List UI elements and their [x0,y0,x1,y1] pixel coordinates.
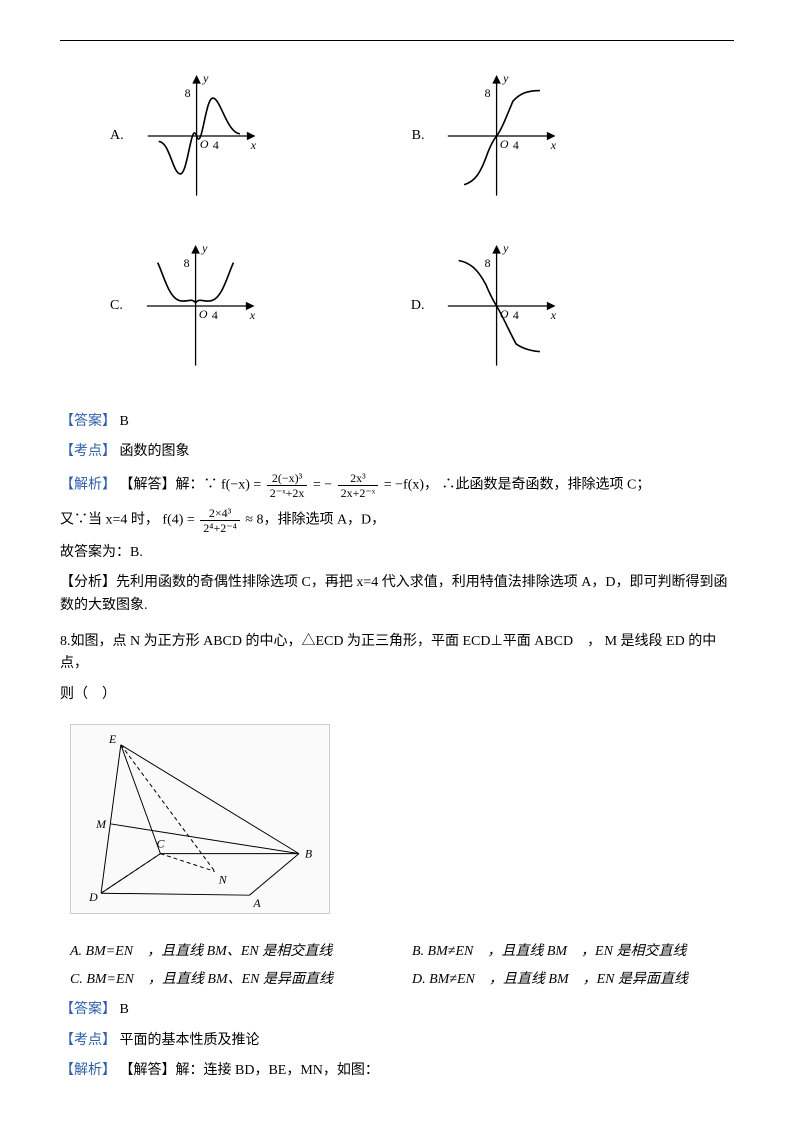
graph-svg-d: x y O 8 4 [432,241,572,371]
formula-fx: f(−x) = [221,478,261,493]
svg-text:y: y [201,241,208,255]
solution-label: 【解答】解：∵ [120,478,218,493]
svg-text:M: M [95,817,107,831]
solution-line-1: 【解析】 【解答】解：∵ f(−x) = 2(−x)³ 2⁻ˣ+2x = − 2… [60,472,734,499]
q8-answer-prefix: 【答案】 [60,1002,116,1017]
q8-answer-value: B [120,1002,129,1017]
q8-solution-label: 【解答】解：连接 BD，BE，MN，如图： [120,1063,379,1078]
eq2: = −f(x)， [384,478,438,493]
analysis-label: 【分析】 [60,575,116,590]
svg-text:4: 4 [513,308,519,322]
svg-text:8: 8 [485,256,491,270]
graph-svg-c: x y O 8 4 [131,241,271,371]
analysis-prefix: 【解析】 [60,478,116,493]
line2b: ≈ 8，排除选项 A，D， [245,513,385,528]
graph-svg-a: x y O 8 4 [132,71,272,201]
svg-text:N: N [218,872,228,886]
q8-options: A. BM=EN ，且直线 BM、EN 是相交直线 B. BM≠EN ，且直线 … [70,941,724,992]
answer-prefix: 【答案】 [60,414,116,429]
solution-line-3: 故答案为：B. [60,542,734,564]
top-rule [60,40,734,41]
svg-text:B: B [305,847,312,861]
svg-text:4: 4 [513,138,519,152]
svg-text:O: O [500,307,509,321]
svg-text:x: x [249,138,256,152]
topic-prefix: 【考点】 [60,444,116,459]
svg-text:y: y [503,71,510,85]
graph-label-b: B. [412,125,425,147]
q8-solution-line: 【解析】 【解答】解：连接 BD，BE，MN，如图： [60,1060,734,1082]
eq1: = − [313,478,332,493]
svg-text:C: C [156,837,165,851]
q8-opt-c: C. BM=EN ，且直线 BM、EN 是异面直线 [70,969,382,991]
graph-label-c: C. [110,295,123,317]
q8-topic-text: 平面的基本性质及推论 [120,1033,260,1048]
svg-text:E: E [108,732,117,746]
graph-b: B. x y O 8 4 [412,71,573,201]
svg-text:y: y [503,241,510,255]
line2f: f(4) = [162,513,194,528]
analysis-text: 先利用函数的奇偶性排除选项 C，再把 x=4 代入求值，利用特值法排除选项 A，… [60,575,727,612]
svg-text:A: A [252,896,261,910]
q8-topic-prefix: 【考点】 [60,1033,116,1048]
svg-text:8: 8 [184,256,190,270]
q8-stem1: 8.如图，点 N 为正方形 ABCD 的中心，△ECD 为正三角形，平面 ECD… [60,631,734,676]
q8-analysis-prefix: 【解析】 [60,1063,116,1078]
topic-line: 【考点】 函数的图象 [60,441,734,463]
q8-opt-d: D. BM≠EN ，且直线 BM ，EN 是异面直线 [412,969,724,991]
svg-text:y: y [202,71,209,85]
graph-row-1: A. x y O 8 4 B. x y [110,71,734,201]
graph-row-2: C. x y O 8 4 D. x y [110,241,734,371]
answer-line: 【答案】 B [60,411,734,433]
frac1: 2(−x)³ 2⁻ˣ+2x [267,472,308,499]
svg-text:8: 8 [184,86,190,100]
svg-text:O: O [199,307,208,321]
line2a: 又∵当 x=4 时， [60,513,159,528]
svg-text:4: 4 [212,138,218,152]
graph-a: A. x y O 8 4 [110,71,272,201]
graph-label-a: A. [110,125,124,147]
svg-text:8: 8 [485,86,491,100]
q8-topic-line: 【考点】 平面的基本性质及推论 [60,1030,734,1052]
graph-svg-b: x y O 8 4 [432,71,572,201]
svg-text:4: 4 [212,308,218,322]
q8-opt-a: A. BM=EN ，且直线 BM、EN 是相交直线 [70,941,382,963]
frac3: 2×4³ 2⁴+2⁻⁴ [200,507,239,534]
topic-text: 函数的图象 [120,444,190,459]
svg-text:O: O [500,137,509,151]
svg-text:D: D [88,890,98,904]
svg-text:x: x [550,138,557,152]
svg-text:O: O [199,137,208,151]
answer-value: B [120,414,129,429]
frac2: 2x³ 2x+2⁻ˣ [338,472,379,499]
concl1: ∴此函数是奇函数，排除选项 C； [442,478,651,493]
graph-d: D. x y O 8 4 [411,241,573,371]
svg-text:x: x [249,308,256,322]
graph-c: C. x y O 8 4 [110,241,271,371]
analysis-line: 【分析】先利用函数的奇偶性排除选项 C，再把 x=4 代入求值，利用特值法排除选… [60,572,734,617]
q8-stem2: 则（ ） [60,684,734,706]
solution-line-2: 又∵当 x=4 时， f(4) = 2×4³ 2⁴+2⁻⁴ ≈ 8，排除选项 A… [60,507,734,534]
svg-text:x: x [550,308,557,322]
q8-answer-line: 【答案】 B [60,999,734,1021]
q8-geometry: E M D C A B N [70,724,330,914]
graph-label-d: D. [411,295,425,317]
q8-opt-b: B. BM≠EN ，且直线 BM ，EN 是相交直线 [412,941,724,963]
